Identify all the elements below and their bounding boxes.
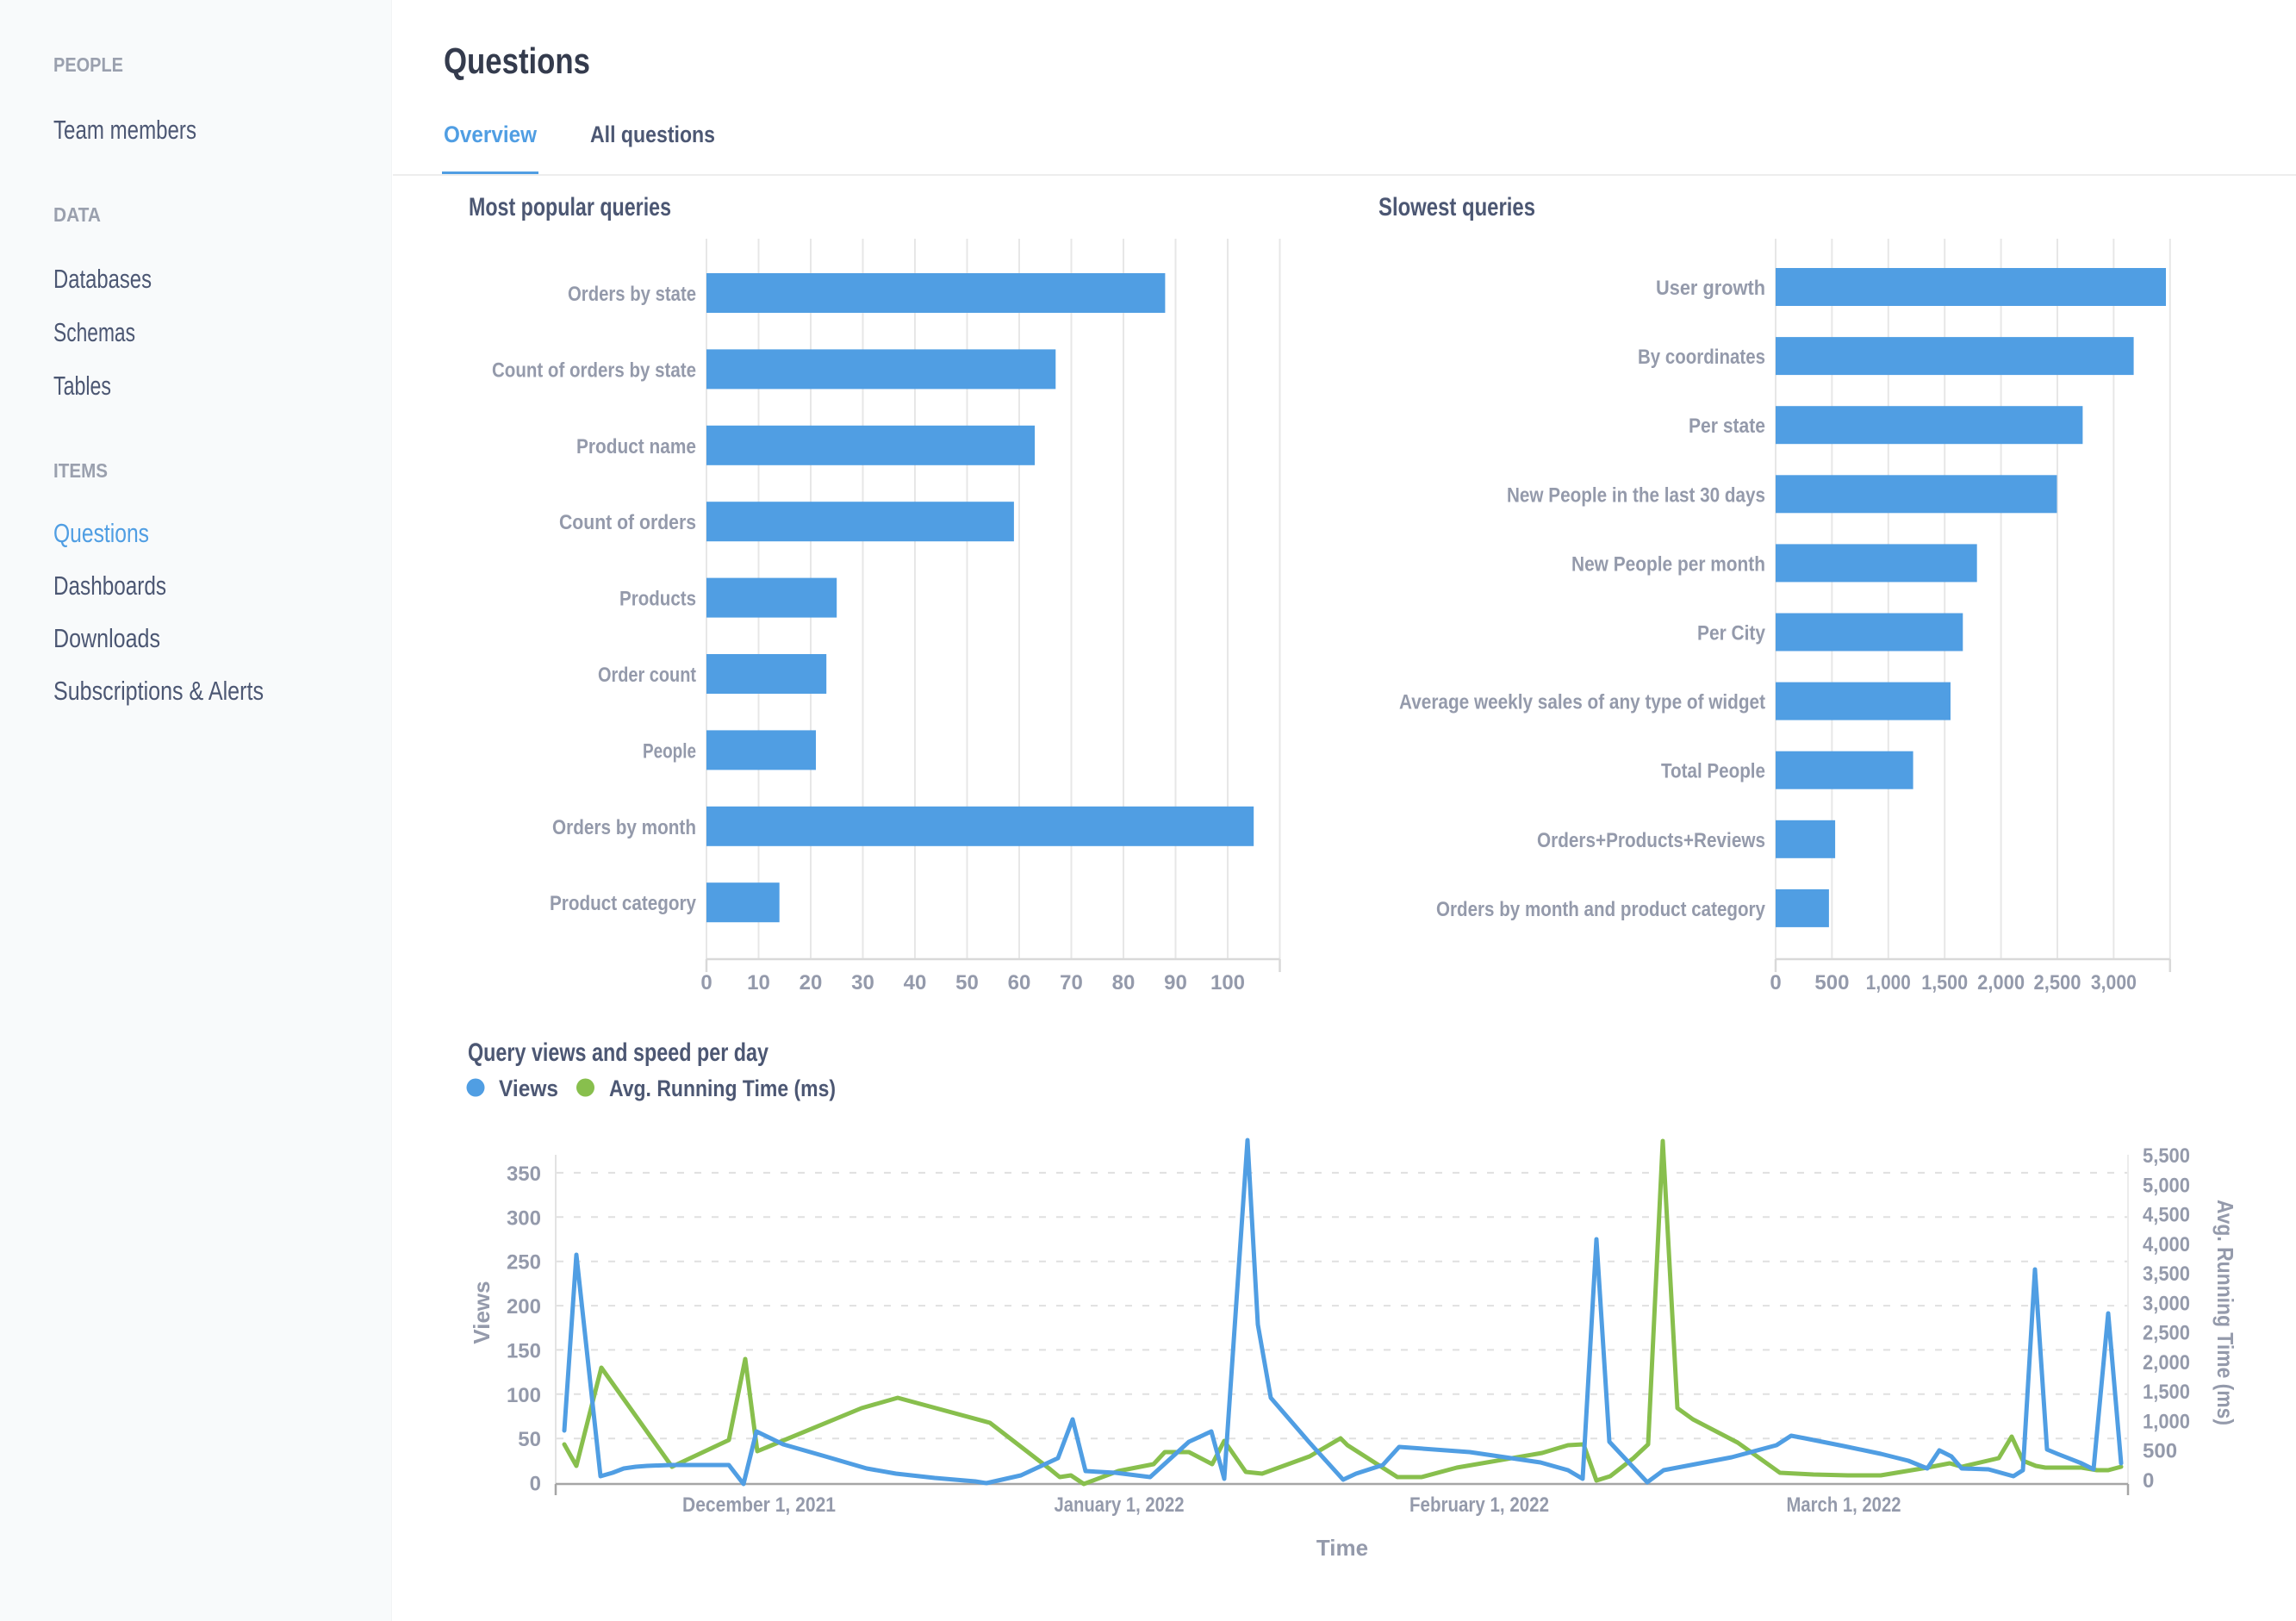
svg-text:People: People bbox=[643, 739, 696, 763]
svg-text:Count of orders: Count of orders bbox=[559, 511, 696, 534]
svg-text:350: 350 bbox=[507, 1163, 541, 1186]
svg-text:Per state: Per state bbox=[1689, 415, 1765, 438]
svg-text:500: 500 bbox=[1814, 971, 1849, 994]
svg-text:Order count: Order count bbox=[598, 664, 696, 687]
svg-text:80: 80 bbox=[1112, 971, 1136, 994]
svg-text:Views: Views bbox=[469, 1281, 495, 1344]
svg-text:January 1, 2022: January 1, 2022 bbox=[1055, 1493, 1185, 1517]
svg-text:Databases: Databases bbox=[53, 264, 152, 294]
svg-text:Avg. Running Time (ms): Avg. Running Time (ms) bbox=[2212, 1200, 2238, 1425]
svg-text:Team members: Team members bbox=[53, 115, 196, 145]
svg-text:40: 40 bbox=[904, 971, 927, 994]
svg-text:Product name: Product name bbox=[576, 435, 696, 458]
svg-text:Orders by state: Orders by state bbox=[568, 283, 696, 306]
svg-text:Orders by month: Orders by month bbox=[552, 816, 696, 839]
svg-text:1,000: 1,000 bbox=[2143, 1410, 2190, 1433]
svg-text:2,500: 2,500 bbox=[2143, 1322, 2190, 1345]
svg-text:Orders by month and product ca: Orders by month and product category bbox=[1436, 898, 1766, 921]
svg-text:December 1, 2021: December 1, 2021 bbox=[682, 1493, 836, 1517]
svg-text:DATA: DATA bbox=[53, 203, 101, 226]
svg-text:5,500: 5,500 bbox=[2143, 1144, 2190, 1168]
svg-text:10: 10 bbox=[747, 971, 770, 994]
svg-text:New People in the last 30 days: New People in the last 30 days bbox=[1507, 483, 1765, 507]
svg-text:4,000: 4,000 bbox=[2143, 1233, 2190, 1256]
svg-text:100: 100 bbox=[1210, 971, 1245, 994]
svg-text:Most popular queries: Most popular queries bbox=[469, 193, 671, 221]
svg-text:Overview: Overview bbox=[444, 122, 538, 147]
svg-text:90: 90 bbox=[1164, 971, 1187, 994]
svg-text:200: 200 bbox=[507, 1295, 541, 1319]
svg-text:Count of orders by state: Count of orders by state bbox=[492, 358, 696, 382]
svg-text:Avg. Running Time (ms): Avg. Running Time (ms) bbox=[609, 1075, 836, 1101]
svg-text:Views: Views bbox=[499, 1075, 558, 1101]
svg-text:Orders+Products+Reviews: Orders+Products+Reviews bbox=[1537, 829, 1765, 852]
svg-text:Downloads: Downloads bbox=[53, 623, 160, 653]
svg-text:Subscriptions & Alerts: Subscriptions & Alerts bbox=[53, 676, 264, 706]
svg-text:1,000: 1,000 bbox=[1866, 971, 1911, 994]
svg-text:250: 250 bbox=[507, 1251, 541, 1275]
svg-text:1,500: 1,500 bbox=[2143, 1381, 2190, 1404]
svg-text:3,000: 3,000 bbox=[2143, 1292, 2190, 1315]
svg-text:Time: Time bbox=[1316, 1535, 1368, 1561]
svg-text:30: 30 bbox=[851, 971, 874, 994]
svg-text:2,000: 2,000 bbox=[1977, 971, 2025, 994]
svg-text:User growth: User growth bbox=[1656, 277, 1765, 300]
svg-text:50: 50 bbox=[518, 1428, 541, 1451]
svg-text:February 1, 2022: February 1, 2022 bbox=[1409, 1493, 1549, 1517]
svg-text:0: 0 bbox=[700, 971, 712, 994]
svg-text:4,500: 4,500 bbox=[2143, 1204, 2190, 1227]
svg-text:3,500: 3,500 bbox=[2143, 1263, 2190, 1286]
svg-text:5,000: 5,000 bbox=[2143, 1174, 2190, 1197]
svg-text:3,000: 3,000 bbox=[2091, 971, 2137, 994]
svg-text:Per City: Per City bbox=[1697, 622, 1766, 645]
svg-text:Schemas: Schemas bbox=[53, 317, 135, 347]
svg-text:March 1, 2022: March 1, 2022 bbox=[1787, 1493, 1901, 1517]
svg-text:500: 500 bbox=[2143, 1440, 2177, 1463]
svg-text:New People per month: New People per month bbox=[1571, 552, 1765, 576]
svg-text:0: 0 bbox=[530, 1473, 541, 1496]
svg-text:150: 150 bbox=[507, 1339, 541, 1362]
svg-text:50: 50 bbox=[955, 971, 979, 994]
svg-text:Products: Products bbox=[619, 588, 696, 611]
svg-text:300: 300 bbox=[507, 1206, 541, 1230]
svg-text:1,500: 1,500 bbox=[1921, 971, 1968, 994]
svg-text:Average weekly sales of any ty: Average weekly sales of any type of widg… bbox=[1399, 691, 1765, 714]
svg-text:70: 70 bbox=[1060, 971, 1083, 994]
svg-text:Questions: Questions bbox=[53, 518, 149, 548]
svg-text:Product category: Product category bbox=[550, 892, 697, 915]
svg-text:Dashboards: Dashboards bbox=[53, 570, 166, 601]
svg-text:2,500: 2,500 bbox=[2034, 971, 2081, 994]
svg-text:Tables: Tables bbox=[53, 371, 111, 401]
svg-text:Slowest queries: Slowest queries bbox=[1378, 193, 1535, 221]
svg-text:0: 0 bbox=[2143, 1469, 2154, 1493]
svg-text:By coordinates: By coordinates bbox=[1638, 346, 1765, 369]
svg-text:Query views and speed per day: Query views and speed per day bbox=[468, 1038, 768, 1067]
svg-text:Questions: Questions bbox=[444, 41, 590, 81]
svg-text:0: 0 bbox=[1770, 971, 1781, 994]
svg-text:PEOPLE: PEOPLE bbox=[53, 53, 123, 76]
svg-text:ITEMS: ITEMS bbox=[53, 459, 108, 482]
svg-text:20: 20 bbox=[800, 971, 823, 994]
svg-text:Total People: Total People bbox=[1661, 760, 1765, 783]
svg-text:All questions: All questions bbox=[590, 122, 715, 147]
svg-text:60: 60 bbox=[1008, 971, 1031, 994]
svg-text:2,000: 2,000 bbox=[2143, 1351, 2190, 1375]
svg-text:100: 100 bbox=[507, 1384, 541, 1407]
